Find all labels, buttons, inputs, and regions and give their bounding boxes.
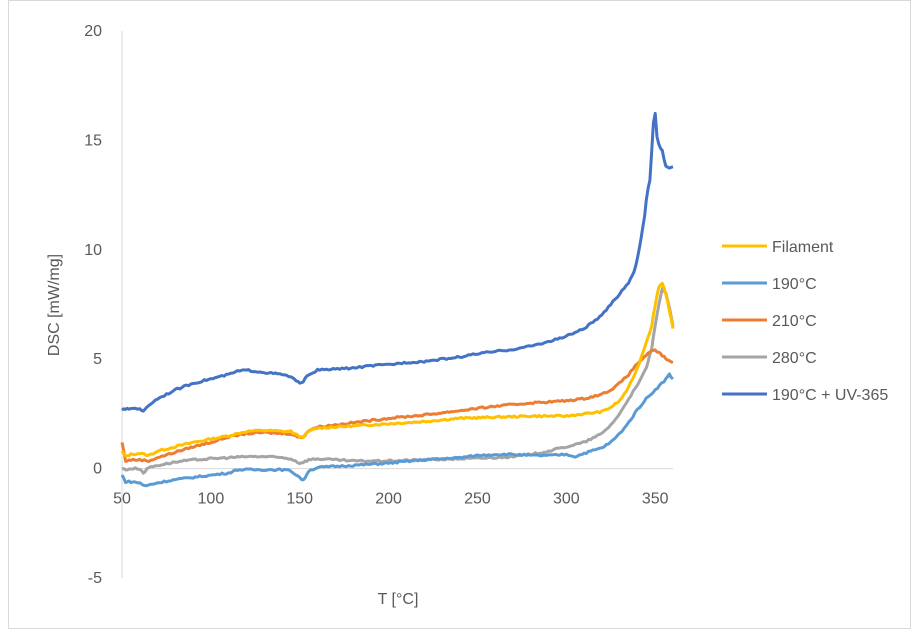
y-tick-label: 15 bbox=[84, 132, 102, 149]
x-tick-label: 150 bbox=[286, 491, 313, 508]
series-line-4 bbox=[121, 111, 674, 413]
y-tick-label: 0 bbox=[93, 461, 102, 478]
series-line-1 bbox=[120, 372, 674, 488]
x-axis-label: T [°C] bbox=[378, 591, 419, 608]
legend-label: 210°C bbox=[772, 313, 817, 330]
x-tick-label: 100 bbox=[198, 491, 225, 508]
y-tick-label: 20 bbox=[84, 23, 102, 40]
chart-border bbox=[8, 0, 911, 629]
y-tick-label: -5 bbox=[88, 570, 102, 587]
x-tick-label: 300 bbox=[553, 491, 580, 508]
legend-label: 190°C + UV-365 bbox=[772, 387, 888, 404]
series-line-2 bbox=[120, 348, 674, 463]
x-tick-label: 250 bbox=[464, 491, 491, 508]
series-line-0 bbox=[120, 281, 675, 458]
x-tick-label: 200 bbox=[375, 491, 402, 508]
legend-label: 280°C bbox=[772, 350, 817, 367]
x-tick-label: 350 bbox=[642, 491, 669, 508]
y-tick-label: 5 bbox=[93, 351, 102, 368]
y-tick-label: 10 bbox=[84, 242, 102, 259]
x-tick-label: 50 bbox=[113, 491, 131, 508]
legend-label: 190°C bbox=[772, 276, 817, 293]
legend-label: Filament bbox=[772, 239, 834, 256]
y-axis-label: DSC [mW/mg] bbox=[46, 254, 63, 356]
